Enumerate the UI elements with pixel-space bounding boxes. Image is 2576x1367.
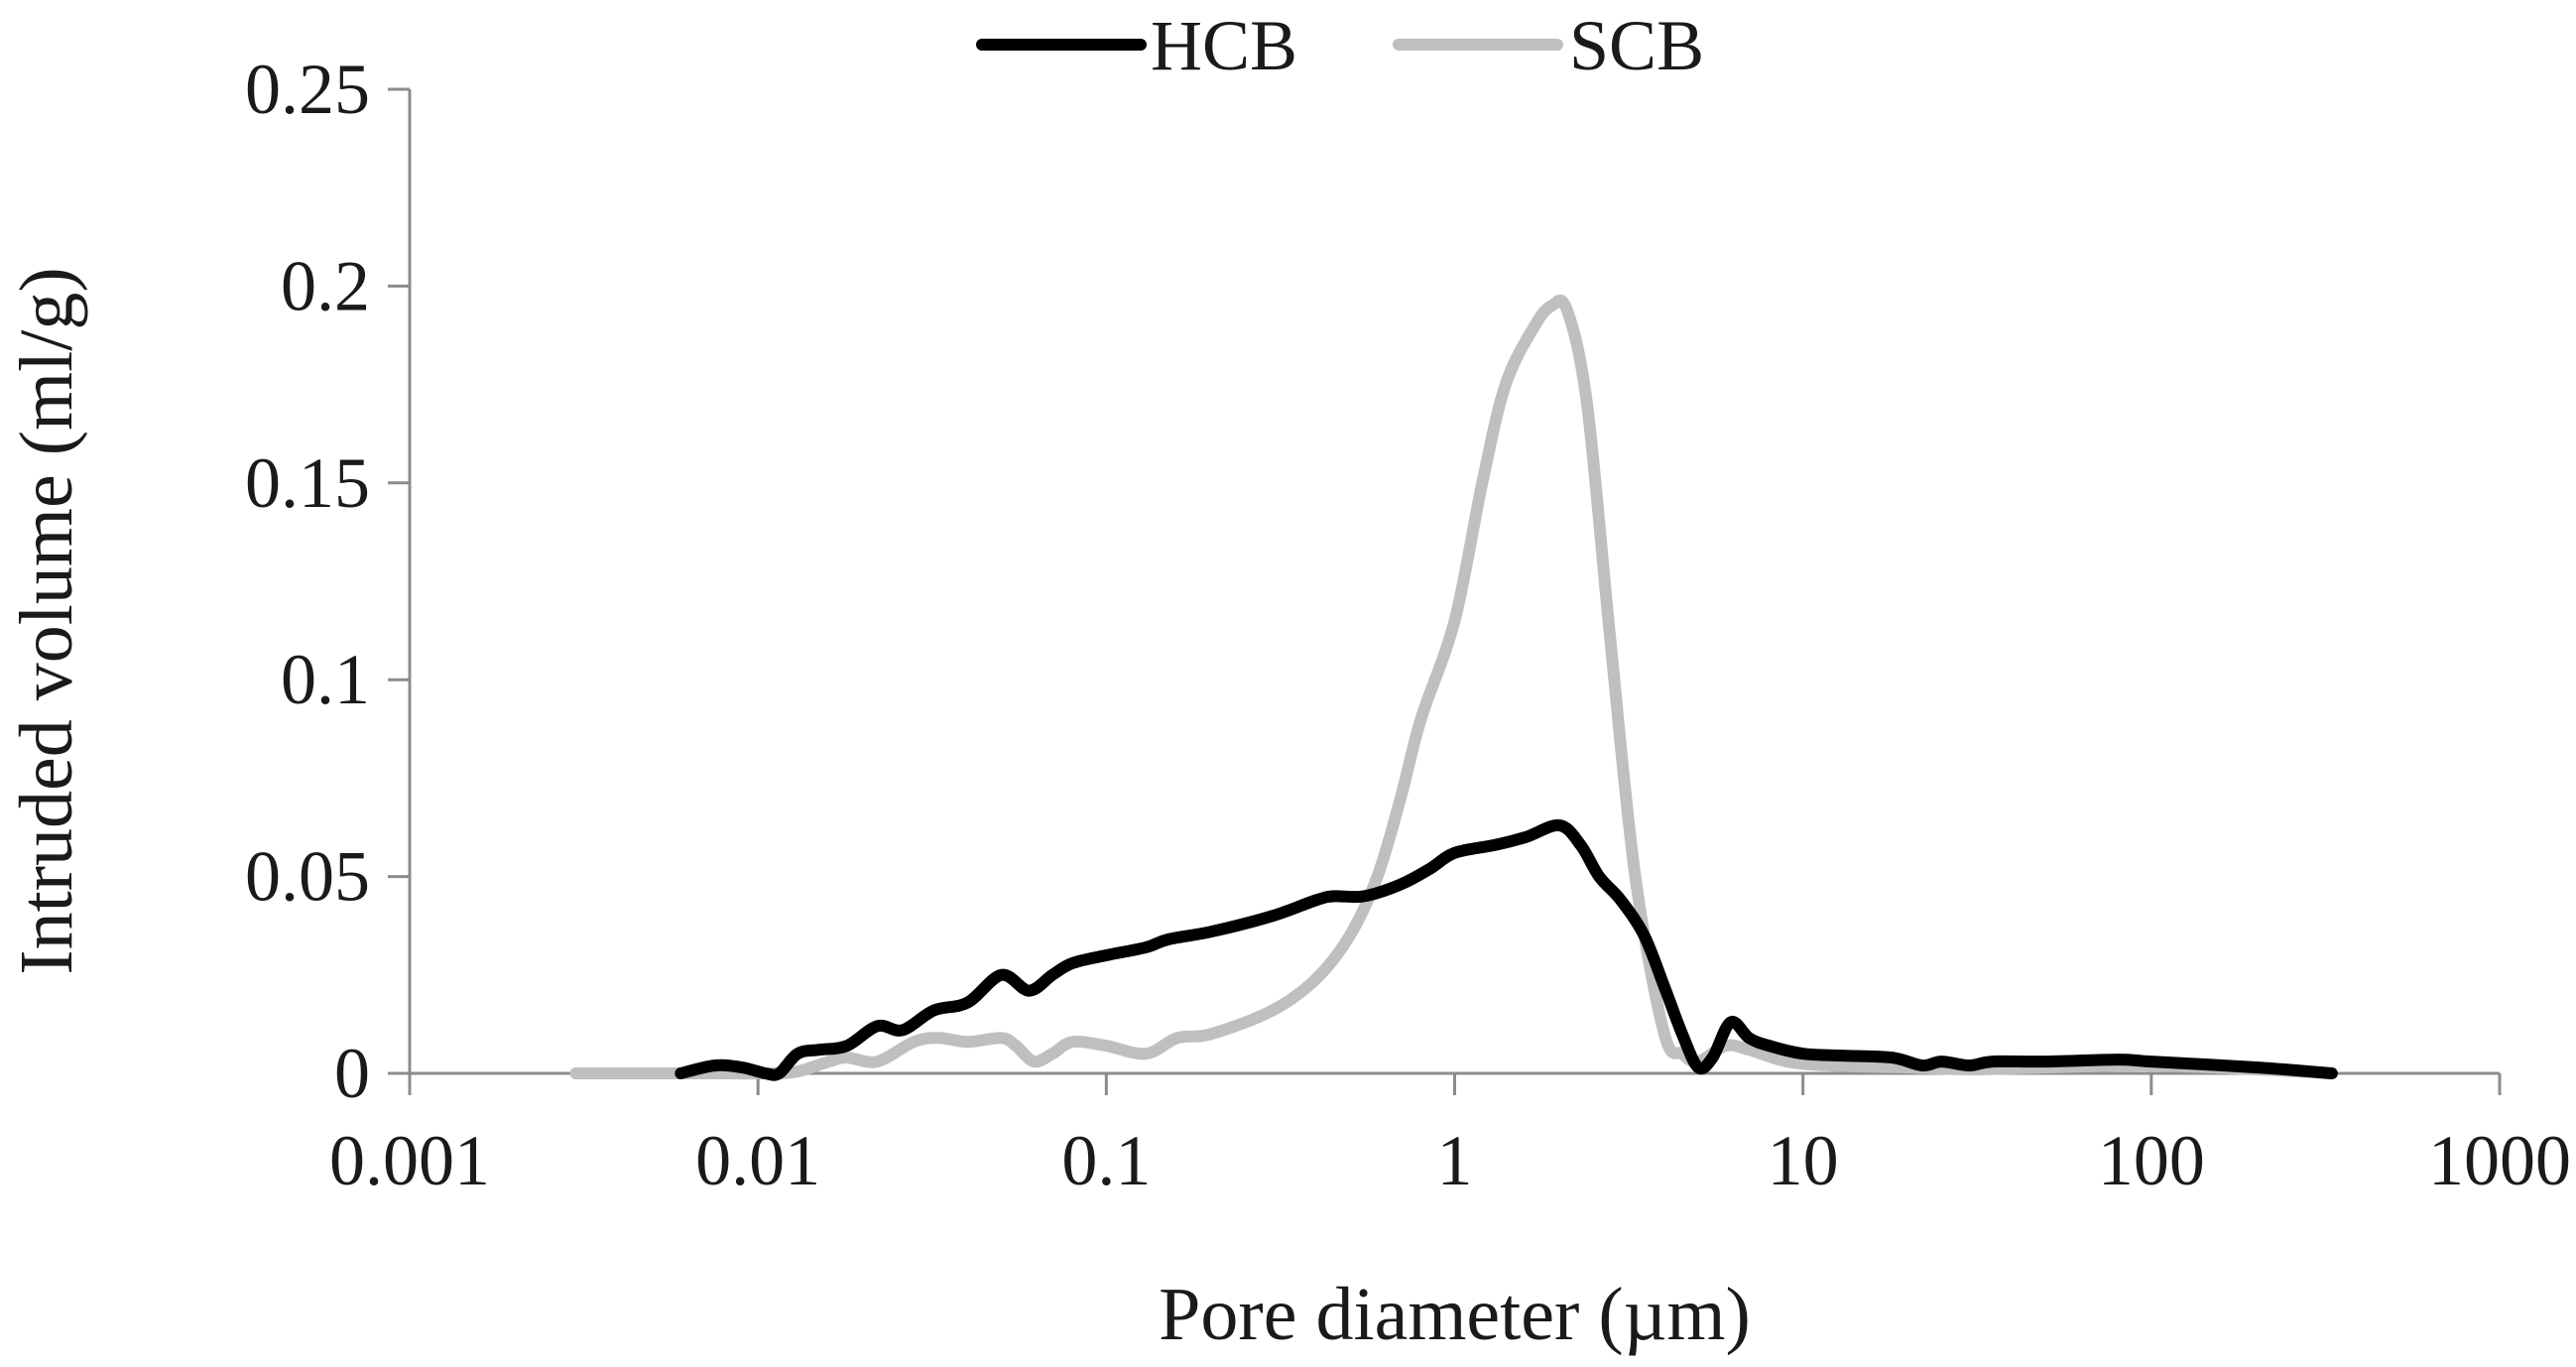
x-axis-ticks: 0.001 0.01 0.1 1 10 100 1000 [329,1073,2571,1200]
y-tick-label: 0.1 [281,640,370,719]
x-tick-label: 0.001 [329,1121,490,1200]
x-axis-title: Pore diameter (µm) [1159,1273,1751,1356]
axes [408,89,2500,1075]
y-tick-label: 0.2 [281,246,370,325]
x-tick-label: 100 [2098,1121,2205,1200]
legend-label-scb: SCB [1569,6,1704,85]
y-tick-label: 0.05 [245,837,370,917]
y-axis-ticks: 0 0.05 0.1 0.15 0.2 0.25 [245,50,410,1113]
x-tick-label: 0.1 [1061,1121,1151,1200]
series-lines [569,294,2338,1081]
series-line-scb [569,294,2338,1080]
x-tick-label: 10 [1768,1121,1839,1200]
x-tick-label: 0.01 [695,1121,820,1200]
x-tick-label: 1 [1437,1121,1473,1200]
y-tick-label: 0.25 [245,50,370,129]
y-tick-label: 0.15 [245,443,370,523]
x-tick-label: 1000 [2428,1121,2571,1200]
legend: HCB SCB [976,6,1704,85]
y-axis-title: Intruded volume (ml/g) [5,267,88,974]
y-tick-label: 0 [334,1034,370,1113]
series-line-hcb [675,818,2338,1081]
legend-label-hcb: HCB [1151,6,1297,85]
